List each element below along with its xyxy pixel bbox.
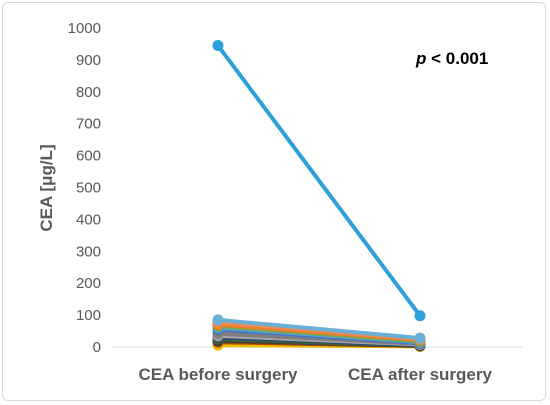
x-category-label: CEA after surgery bbox=[348, 365, 492, 384]
y-tick-label: 200 bbox=[76, 275, 101, 292]
data-point bbox=[212, 314, 224, 326]
x-axis-categories: CEA before surgery CEA after surgery bbox=[138, 365, 492, 384]
y-tick-label: 600 bbox=[76, 148, 101, 165]
data-point bbox=[212, 40, 224, 52]
p-value-annotation: p < 0.001 bbox=[415, 49, 488, 68]
y-tick-label: 700 bbox=[76, 116, 101, 133]
y-tick-label: 1000 bbox=[68, 20, 101, 37]
p-value-rest: < 0.001 bbox=[426, 49, 488, 68]
y-tick-label: 0 bbox=[93, 339, 101, 356]
p-value-italic: p bbox=[415, 49, 426, 68]
y-tick-label: 400 bbox=[76, 211, 101, 228]
series bbox=[212, 314, 426, 344]
y-tick-label: 900 bbox=[76, 52, 101, 69]
y-tick-label: 500 bbox=[76, 180, 101, 197]
y-tick-label: 800 bbox=[76, 84, 101, 101]
y-tick-label: 300 bbox=[76, 243, 101, 260]
series bbox=[212, 40, 426, 322]
series-line bbox=[216, 317, 422, 341]
y-tick-label: 100 bbox=[76, 307, 101, 324]
y-axis-label: CEA [μg/L] bbox=[37, 144, 56, 231]
series-group bbox=[212, 40, 426, 352]
y-axis-ticks: 0 100 200 300 400 500 600 700 800 900 1000 bbox=[68, 20, 101, 356]
data-point bbox=[414, 310, 426, 322]
x-category-label: CEA before surgery bbox=[138, 365, 298, 384]
data-point bbox=[414, 332, 426, 344]
series-line bbox=[216, 43, 422, 318]
